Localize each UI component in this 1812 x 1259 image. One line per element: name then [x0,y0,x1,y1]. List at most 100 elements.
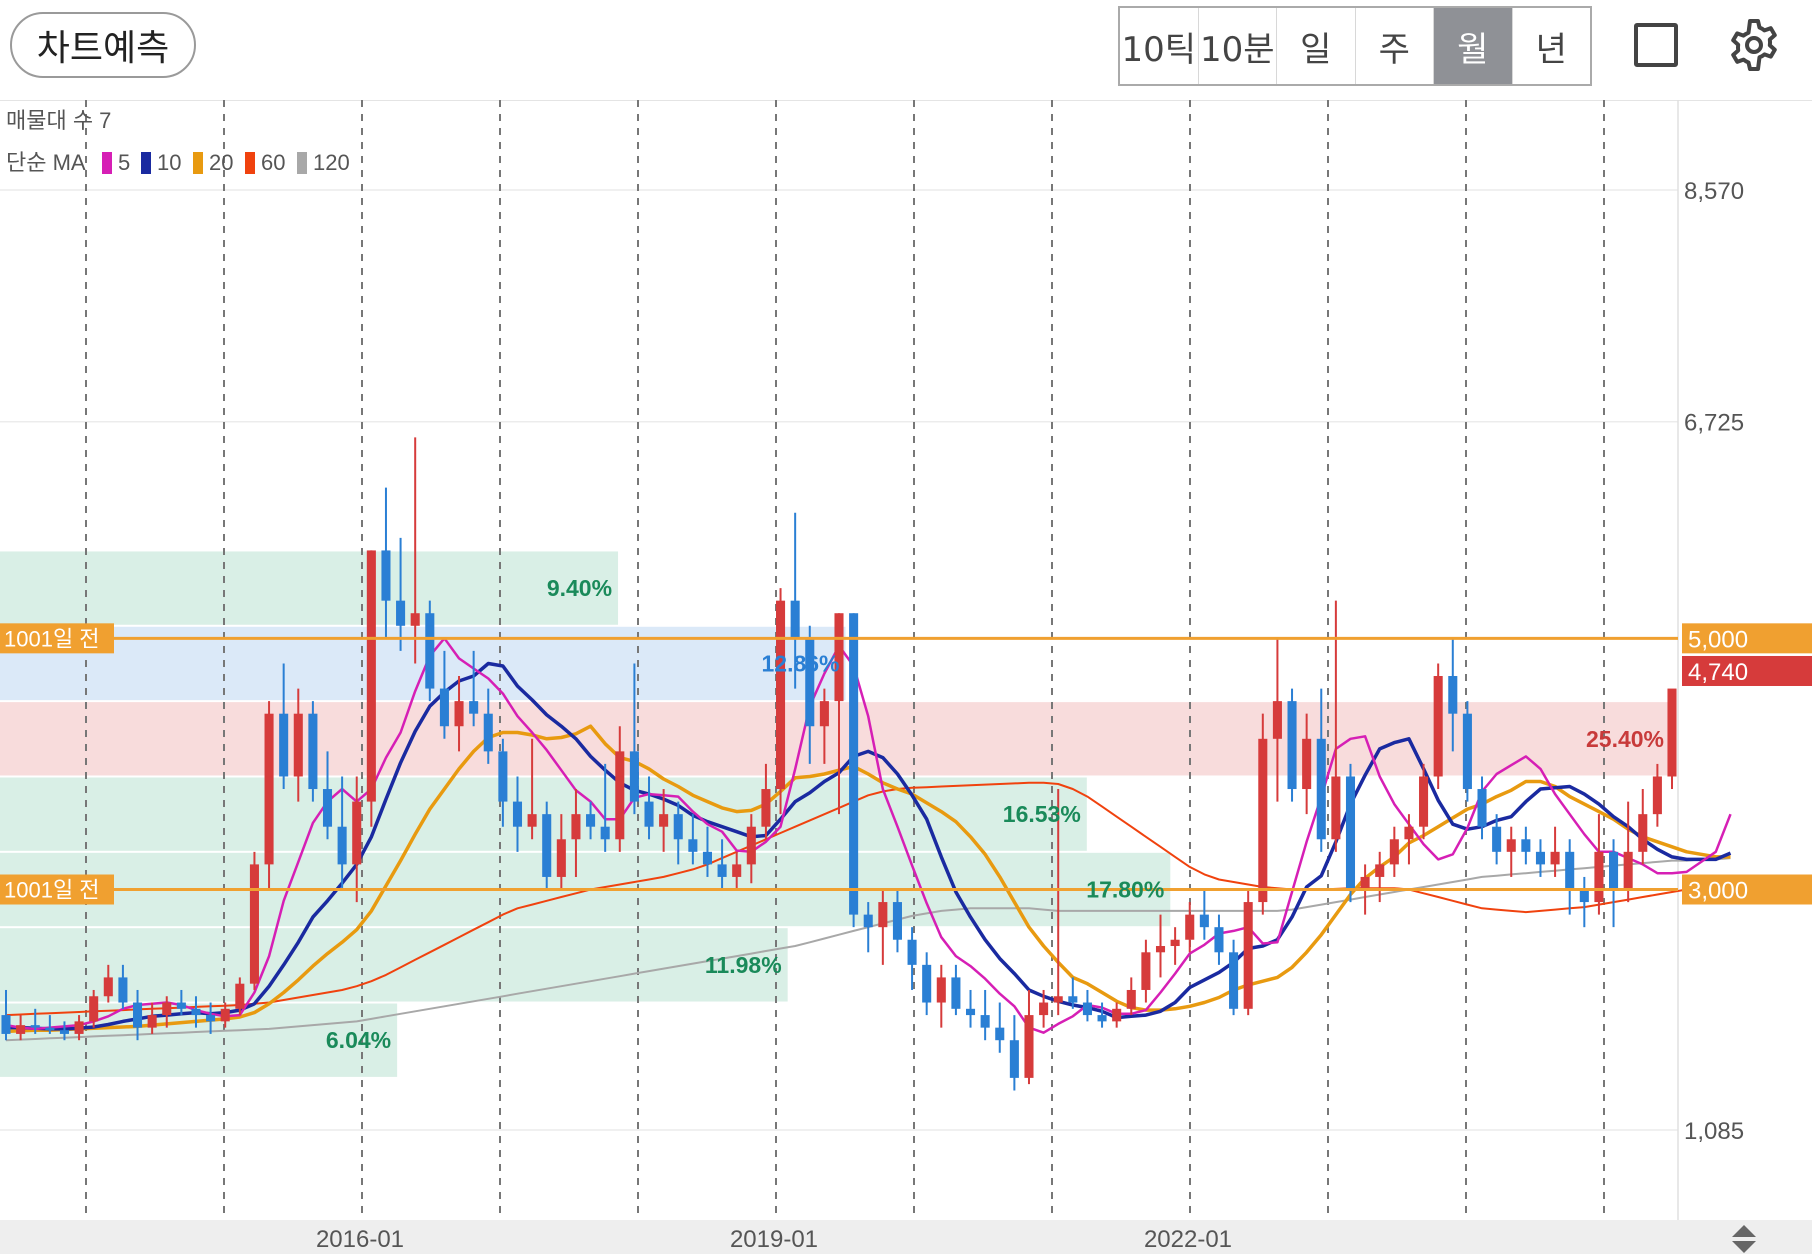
ma-legend-period: 20 [209,150,233,175]
period-tab-10min[interactable]: 10분 [1199,8,1277,84]
candle-body [1126,989,1136,1009]
candle-body [1550,851,1560,865]
reference-label-bg [0,874,114,905]
candle [849,613,859,928]
candle [30,1008,40,1034]
candle-body [425,613,435,689]
ma-legend-swatch [297,152,307,174]
candle-body [629,751,639,802]
candle-body [308,713,318,790]
candle [1024,989,1034,1085]
reference-label: 1001일 전 [4,626,100,651]
reference-label: 1001일 전 [4,878,100,903]
chart-predict-button[interactable]: 차트예측 [10,12,196,78]
candle-body [615,751,625,840]
candle-body [1155,946,1166,953]
candles [1,437,1677,1091]
candle [922,952,932,1016]
candle [1638,789,1648,865]
ma-legend-swatch [245,152,255,174]
candle [965,989,976,1028]
reference-label-bg [0,623,114,654]
candle-body [1404,826,1414,840]
candle-body [1667,688,1677,777]
candle [279,663,289,790]
candle [220,1002,230,1028]
period-tab-month[interactable]: 월 [1434,8,1513,84]
volume-profile-band [0,928,788,1002]
fullscreen-icon[interactable] [1634,23,1678,67]
period-tab-day[interactable]: 일 [1277,8,1356,84]
candle-body [644,801,654,827]
candle-body [381,550,391,601]
candle [483,688,493,764]
candle-body [1229,952,1239,1009]
candle-body [59,1030,69,1034]
candle-body [936,977,946,1003]
candle [206,1002,216,1034]
candle [688,814,698,865]
candle-body [1112,1008,1122,1022]
reference-value-label: 5,000 [1688,626,1748,653]
candle [1316,688,1326,852]
y-tick-label: 1,085 [1684,1118,1744,1145]
candle [1302,713,1312,815]
candle-body [264,713,274,865]
candle [1185,902,1195,953]
candle-body [600,826,610,840]
candle [556,814,566,890]
candle [454,676,464,752]
chart-area[interactable]: 1001일 전 5,000 1001일 전 3,000 4,740 6.04% 11.98… [0,100,1812,1254]
candle [1550,826,1560,877]
candle-body [1316,738,1326,840]
candle [1199,889,1209,940]
candle-body [732,864,742,877]
candle-body [1053,996,1063,1003]
candle [1141,939,1151,1003]
candle-body [1170,939,1180,947]
candle-body [249,864,259,984]
candle-body [147,1015,157,1028]
reference-value-bg [1682,623,1812,654]
period-tab-10tick[interactable]: 10틱 [1120,8,1199,84]
candlestick-chart[interactable]: 1001일 전 5,000 1001일 전 3,000 4,740 6.04% 11.98… [0,100,1812,1254]
candle-body [1462,713,1472,790]
gear-icon[interactable] [1726,17,1782,73]
candle-body [892,902,902,940]
candle [1082,989,1092,1022]
candle [1667,688,1677,790]
candle [1389,826,1399,877]
ma-line-60 [5,781,1731,1017]
candle-body [1579,889,1589,903]
candle-body [717,864,727,877]
period-tab-week[interactable]: 주 [1356,8,1434,84]
axis-scale-handle-icon[interactable] [1732,1225,1756,1253]
candle [118,964,128,1009]
candle-body [907,939,917,965]
candle [1068,977,1078,1009]
candle-body [410,613,420,626]
ma-line-5 [5,637,1732,1034]
candle [1229,939,1239,1016]
candle-body [980,1015,990,1028]
candle-body [659,814,669,827]
candle [629,663,639,815]
candle-body [702,851,713,865]
period-tabs: 10틱 10분 일 주 월 년 [1118,6,1592,86]
candle-body [746,826,756,865]
candle-body [1506,839,1516,852]
candle [293,688,303,802]
candle-body [834,613,844,702]
candle [1287,688,1297,802]
candle-body [191,1008,201,1016]
candle-body [16,1025,26,1034]
y-tick-label: 8,570 [1684,178,1744,205]
volume-profile-pct: 17.80% [1086,877,1164,903]
candle [1506,826,1516,877]
candle-body [483,713,493,752]
candle [89,989,99,1028]
period-tab-year[interactable]: 년 [1535,29,1567,70]
candle-body [352,801,362,865]
candle [995,1002,1005,1053]
top-toolbar: 차트예측 10틱 10분 일 주 월 년 [0,0,1812,101]
